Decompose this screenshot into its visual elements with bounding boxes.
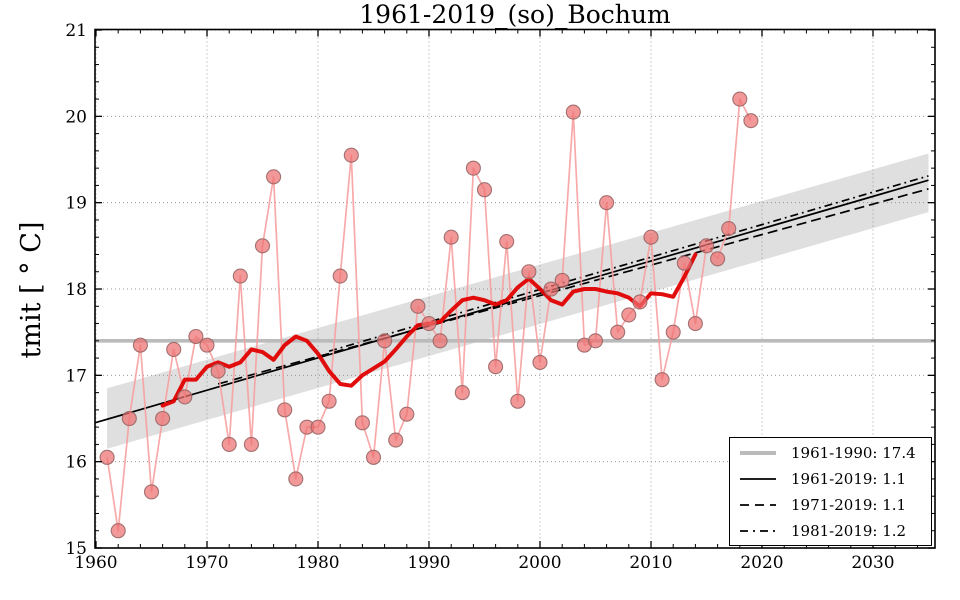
data-point-1995	[476, 182, 493, 198]
data-point-1968	[177, 389, 193, 405]
data-point-1974	[243, 436, 259, 452]
data-point-1993	[454, 385, 470, 401]
x-tick-label-1970: 1970	[185, 553, 228, 573]
data-point-1982	[332, 268, 348, 284]
legend-swatch-ref	[740, 450, 776, 455]
data-point-1985	[365, 449, 382, 465]
y-tick-label-16: 16	[65, 453, 87, 473]
data-point-1992	[443, 229, 459, 245]
y-tick-label-19: 19	[65, 194, 87, 214]
data-point-1964	[132, 337, 148, 353]
data-point-1963	[121, 410, 137, 427]
legend-swatch-solid	[740, 477, 776, 480]
chart-title: 1961-2019_(so)_Bochum	[359, 0, 671, 29]
data-point-1999	[521, 264, 537, 280]
trend-line-1981-2019	[328, 175, 929, 352]
data-point-2011	[654, 372, 670, 388]
data-point-1967	[166, 341, 182, 357]
data-point-1966	[155, 410, 171, 427]
data-point-1984	[354, 415, 370, 431]
data-point-2018	[732, 91, 748, 107]
data-point-1981	[321, 393, 337, 409]
legend: 1961-1990: 17.4 1961-2019: 1.1 1971-2019: …	[729, 437, 932, 546]
data-point-1973	[232, 268, 248, 284]
legend-item-1981-2019: 1981-2019: 1.2	[739, 518, 931, 544]
data-point-1965	[143, 484, 160, 500]
trend-line-1971-2019	[217, 188, 929, 385]
y-tick-label-15: 15	[65, 539, 87, 559]
data-point-2005	[587, 333, 604, 349]
data-point-2007	[610, 324, 626, 340]
data-point-2016	[710, 251, 726, 267]
data-point-2012	[665, 324, 681, 340]
data-point-1994	[465, 160, 481, 176]
data-point-1969	[188, 328, 204, 345]
data-point-1970	[199, 337, 215, 353]
data-point-1997	[499, 233, 515, 250]
x-tick-label-2020: 2020	[740, 553, 783, 573]
data-point-1980	[310, 419, 326, 435]
data-point-2015	[698, 238, 715, 254]
y-axis-label: tmit [ ° C]	[16, 221, 47, 359]
data-point-1971	[210, 363, 226, 379]
data-point-2017	[721, 221, 737, 237]
x-tick-label-2010: 2010	[629, 553, 672, 573]
data-point-2009	[632, 294, 648, 310]
data-point-1972	[221, 436, 237, 452]
data-point-2013	[676, 255, 692, 271]
data-point-1986	[377, 333, 393, 349]
y-tick-label-17: 17	[65, 366, 87, 386]
data-point-2002	[554, 272, 570, 288]
data-point-1961	[99, 449, 115, 465]
data-point-2008	[621, 307, 637, 323]
data-point-2019	[743, 113, 759, 129]
legend-swatch-dashed	[740, 503, 776, 506]
data-point-1977	[277, 402, 293, 418]
data-point-1988	[399, 406, 415, 422]
x-tick-label-2030: 2030	[851, 553, 894, 573]
data-point-1978	[288, 471, 304, 487]
legend-item-1971-2019: 1971-2019: 1.1	[739, 492, 931, 518]
data-point-2001	[543, 281, 559, 297]
data-point-1998	[510, 393, 526, 409]
legend-label: 1961-1990: 17.4	[791, 443, 916, 462]
x-tick-label-1980: 1980	[296, 553, 339, 573]
x-tick-label-1960: 1960	[74, 553, 117, 573]
legend-swatch-dashdot	[740, 529, 776, 532]
data-point-2000	[532, 354, 548, 370]
x-tick-label-1990: 1990	[407, 553, 450, 573]
data-point-2010	[643, 229, 659, 245]
data-point-2006	[599, 195, 615, 211]
legend-label: 1961-2019: 1.1	[791, 469, 907, 488]
y-tick-label-21: 21	[65, 21, 87, 41]
data-point-1996	[488, 359, 504, 375]
data-point-1983	[343, 147, 359, 163]
data-point-1962	[110, 523, 126, 539]
legend-item-1961-2019: 1961-2019: 1.1	[739, 466, 931, 492]
y-tick-label-18: 18	[65, 280, 87, 300]
x-tick-label-2000: 2000	[518, 553, 561, 573]
data-point-1987	[388, 432, 404, 448]
data-point-1991	[432, 333, 448, 349]
legend-item-1961-1990: 1961-1990: 17.4	[739, 440, 931, 466]
legend-label: 1971-2019: 1.1	[791, 495, 907, 514]
data-point-2014	[687, 315, 703, 332]
data-point-1990	[421, 315, 437, 332]
y-tick-label-20: 20	[65, 107, 87, 127]
legend-label: 1981-2019: 1.2	[791, 521, 907, 540]
data-point-1976	[266, 169, 282, 185]
data-point-1975	[254, 238, 271, 254]
data-point-2003	[565, 104, 581, 120]
data-point-1989	[410, 298, 426, 314]
